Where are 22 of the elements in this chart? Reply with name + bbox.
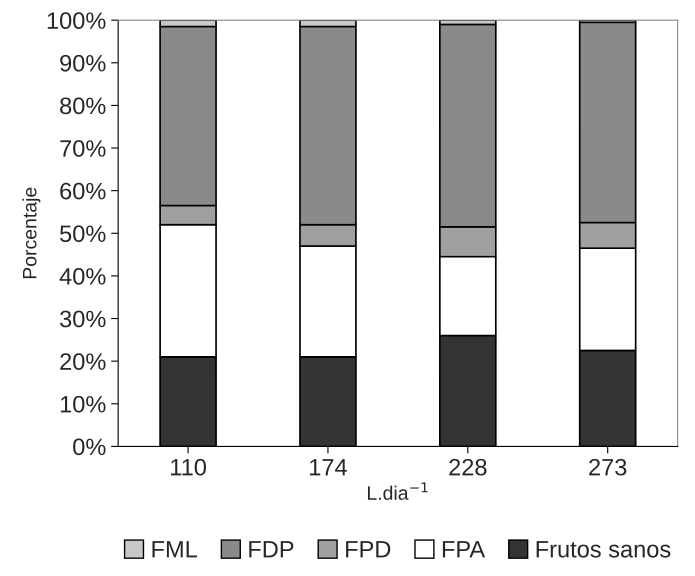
y-tick-label: 100% — [48, 12, 106, 29]
y-tick-label: 80% — [60, 97, 106, 114]
y-tick-label: 20% — [60, 353, 106, 370]
y-tick-label: 90% — [60, 54, 106, 72]
x-tick-label: 228 — [449, 458, 486, 476]
x-tick-label: 110 — [171, 458, 206, 476]
legend-label: FPA — [442, 541, 486, 558]
y-tick-label: 0% — [73, 438, 106, 456]
legend-label: Frutos sanos — [536, 541, 670, 558]
y-tick-label: 10% — [60, 396, 106, 413]
y-tick-label: 30% — [60, 310, 106, 328]
y-axis-title: Porcentaje — [22, 188, 40, 278]
y-tick-label: 40% — [60, 268, 106, 285]
x-tick-label: 174 — [310, 459, 347, 476]
y-tick-label: 60% — [60, 182, 106, 200]
legend-label: FML — [152, 541, 197, 558]
x-axis-title: L.dia$^{−1}$ — [368, 482, 428, 500]
y-tick-label: 50% — [60, 225, 106, 242]
legend-label: FDP — [249, 541, 294, 558]
legend-label: FPD — [346, 541, 390, 558]
y-tick-label: 70% — [60, 140, 106, 157]
x-tick-label: 273 — [589, 458, 626, 476]
